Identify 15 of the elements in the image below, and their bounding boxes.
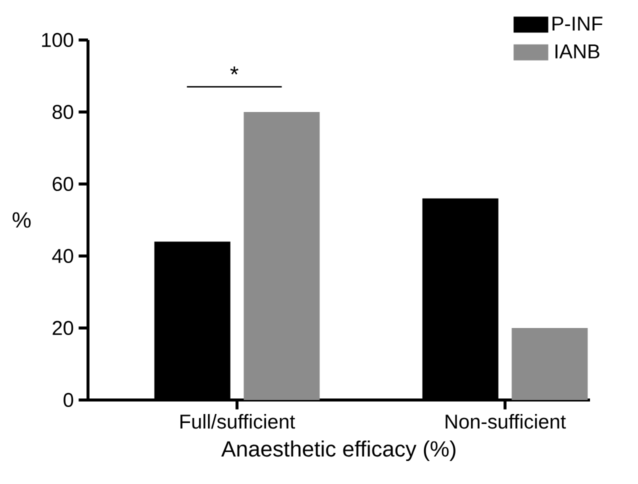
x-tick-label: Non-sufficient [446, 414, 566, 429]
y-tick-label: 20 [52, 320, 74, 336]
annotation: * [230, 66, 238, 74]
y-tick-label: 0 [64, 392, 74, 408]
legend-label: P-INF [552, 16, 602, 31]
y-tick-label: 100 [42, 32, 74, 48]
x-tick-label: Full/sufficient [180, 414, 296, 429]
y-axis-title: % [12, 212, 31, 228]
bar [512, 328, 588, 400]
y-tick-label: 60 [52, 176, 74, 192]
legend-label: IANB [556, 44, 600, 58]
y-tick-label: 40 [52, 248, 74, 264]
x-axis-title: Anaesthetic efficacy (%) [221, 440, 456, 462]
bar [244, 112, 320, 400]
y-tick-label: 80 [52, 104, 74, 120]
